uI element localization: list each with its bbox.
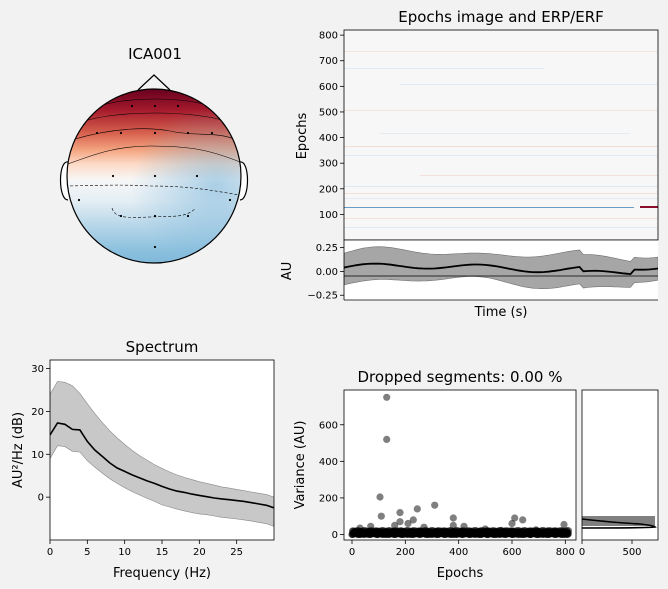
head-outline — [66, 88, 242, 264]
topomap-title: ICA001 — [128, 45, 182, 63]
spectrum-xticks: 0 5 10 15 20 25 — [47, 540, 243, 558]
variance-xlabel: Epochs — [437, 566, 484, 581]
variance-point — [560, 520, 568, 529]
epochs-ytick-tick-label: 700 — [319, 56, 338, 67]
variance-point — [396, 518, 404, 526]
variance-ylabel: Variance (AU) — [293, 421, 308, 510]
variance-point — [481, 525, 489, 533]
variance-point — [391, 521, 399, 530]
erp-ytick-tick-label: 0.25 — [316, 243, 338, 254]
variance-point — [532, 526, 540, 534]
epochs-image-panel: Epochs image and ERP/ERF Epochs 800 700 60… — [295, 8, 659, 241]
epochs-ytick-tick-label: 600 — [319, 82, 338, 93]
variance-points — [348, 393, 573, 539]
variance-ytick-tick-label: 0 — [332, 530, 338, 541]
variance-point — [497, 526, 505, 535]
histogram-panel: 0 500 — [579, 389, 659, 558]
variance-point — [564, 527, 573, 535]
variance-xtick-tick-label: 0 — [349, 547, 355, 558]
erp-yticks: 0.25 0.00 −0.25 — [307, 243, 344, 302]
spectrum-panel: Spectrum 0 5 10 15 20 25 30 20 10 0 Frequency (H… — [11, 338, 275, 581]
epochs-image-title: Epochs image and ERP/ERF — [398, 8, 604, 26]
variance-point — [356, 524, 364, 532]
topomap: ICA001 — [59, 45, 249, 264]
variance-panel: Dropped segments: 0.00 % 0 200 400 600 800 0… — [293, 368, 577, 581]
erp-ylabel: AU — [280, 262, 295, 280]
variance-point — [367, 522, 375, 530]
variance-xtick-tick-label: 800 — [556, 547, 575, 558]
spectrum-ytick-tick-label: 0 — [38, 493, 44, 504]
erp-mean-line — [344, 262, 658, 276]
variance-ytick-tick-label: 400 — [319, 457, 338, 468]
variance-ytick-tick-label: 200 — [319, 493, 338, 504]
epochs-image-stripes — [344, 51, 658, 228]
topomap-sensors — [77, 104, 232, 249]
epochs-yticks: 800 700 600 500 400 300 200 100 — [319, 31, 344, 221]
variance-ytick-tick-label: 600 — [319, 420, 338, 431]
variance-frame — [343, 389, 577, 541]
variance-yticks: 0 200 400 600 — [319, 420, 344, 541]
variance-xtick-tick-label: 200 — [396, 547, 415, 558]
epochs-ytick-tick-label: 500 — [319, 107, 338, 118]
variance-point — [383, 393, 391, 401]
variance-point — [377, 512, 385, 520]
histogram-xticks: 0 500 — [579, 540, 642, 558]
spectrum-xlabel: Frequency (Hz) — [113, 566, 211, 581]
epochs-ytick-tick-label: 400 — [319, 133, 338, 144]
variance-point — [508, 519, 516, 528]
epochs-ytick-tick-label: 100 — [319, 210, 338, 221]
spectrum-mean-line — [50, 422, 274, 509]
histogram-area — [582, 390, 658, 540]
spectrum-xtick-tick-label: 25 — [230, 547, 243, 558]
variance-title: Dropped segments: 0.00 % — [358, 368, 563, 386]
spectrum-ylabel: AU²/Hz (dB) — [11, 412, 26, 488]
epochs-ytick-tick-label: 300 — [319, 159, 338, 170]
variance-xtick-tick-label: 400 — [449, 547, 468, 558]
histogram-bar — [582, 516, 655, 526]
spectrum-xtick-tick-label: 20 — [193, 547, 206, 558]
variance-point — [511, 514, 519, 522]
variance-point — [519, 516, 527, 524]
spectrum-yticks: 30 20 10 0 — [31, 364, 50, 504]
erp-panel: 0.25 0.00 −0.25 AU Time (s) — [280, 239, 658, 320]
variance-point — [460, 522, 468, 530]
spectrum-xtick-tick-label: 15 — [156, 547, 169, 558]
variance-point — [431, 501, 439, 509]
spectrum-ytick-tick-label: 20 — [31, 407, 44, 418]
variance-point — [383, 435, 391, 443]
spectrum-ytick-tick-label: 30 — [31, 364, 44, 375]
variance-point — [404, 519, 412, 528]
variance-point — [376, 493, 384, 501]
epochs-ytick-tick-label: 200 — [319, 184, 338, 195]
epochs-ylabel: Epochs — [295, 112, 310, 159]
histogram-xtick-tick-label: 500 — [622, 547, 641, 558]
erp-ytick-tick-label: 0.00 — [316, 267, 338, 278]
head-left-ear — [59, 161, 69, 201]
spectrum-xtick-tick-label: 10 — [118, 547, 131, 558]
variance-xticks: 0 200 400 600 800 — [349, 540, 575, 558]
epochs-image-area — [344, 30, 658, 240]
spectrum-ytick-tick-label: 10 — [31, 450, 44, 461]
variance-xtick-tick-label: 600 — [502, 547, 521, 558]
erp-ytick-tick-label: −0.25 — [307, 291, 338, 302]
spectrum-xtick-tick-label: 5 — [84, 547, 90, 558]
histogram-frame — [581, 389, 659, 541]
variance-point — [413, 505, 421, 513]
variance-point — [449, 521, 457, 530]
variance-point — [396, 508, 404, 517]
variance-point — [449, 514, 457, 522]
histogram-density-line — [581, 518, 657, 529]
head-nose — [137, 74, 171, 91]
epochs-ytick-tick-label: 800 — [319, 31, 338, 42]
spectrum-band — [50, 381, 274, 527]
head-right-ear — [239, 161, 249, 201]
variance-point — [420, 523, 428, 531]
spectrum-xtick-tick-label: 0 — [47, 547, 53, 558]
spectrum-title: Spectrum — [126, 338, 199, 356]
histogram-xtick-tick-label: 0 — [579, 547, 585, 558]
variance-point — [409, 516, 417, 524]
topomap-contours — [67, 98, 241, 218]
erp-xlabel: Time (s) — [474, 305, 528, 320]
